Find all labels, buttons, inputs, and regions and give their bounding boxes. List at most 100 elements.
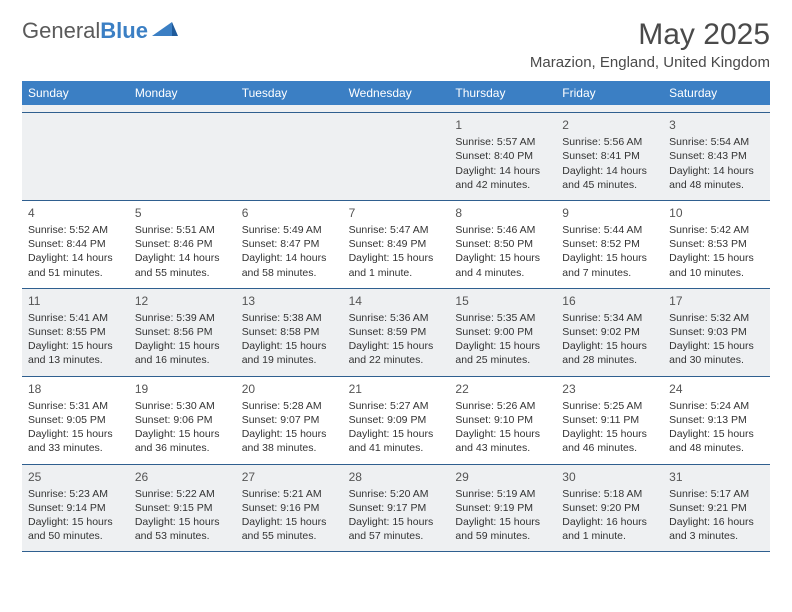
- sunset-text: Sunset: 9:00 PM: [455, 325, 550, 339]
- sunrise-text: Sunrise: 5:42 AM: [669, 223, 764, 237]
- day-number: 18: [28, 381, 123, 397]
- daylight-text: Daylight: 15 hours and 28 minutes.: [562, 339, 657, 367]
- sunset-text: Sunset: 8:46 PM: [135, 237, 230, 251]
- sunset-text: Sunset: 8:41 PM: [562, 149, 657, 163]
- day-number: 14: [349, 293, 444, 309]
- sunrise-text: Sunrise: 5:20 AM: [349, 487, 444, 501]
- sunset-text: Sunset: 9:17 PM: [349, 501, 444, 515]
- location-text: Marazion, England, United Kingdom: [530, 54, 770, 71]
- sunrise-text: Sunrise: 5:54 AM: [669, 135, 764, 149]
- daylight-text: Daylight: 15 hours and 48 minutes.: [669, 427, 764, 455]
- sunrise-text: Sunrise: 5:26 AM: [455, 399, 550, 413]
- sunset-text: Sunset: 8:53 PM: [669, 237, 764, 251]
- day-cell: 26Sunrise: 5:22 AMSunset: 9:15 PMDayligh…: [129, 465, 236, 552]
- day-number: 12: [135, 293, 230, 309]
- sunset-text: Sunset: 9:07 PM: [242, 413, 337, 427]
- day-cell: 14Sunrise: 5:36 AMSunset: 8:59 PMDayligh…: [343, 289, 450, 376]
- day-number: 19: [135, 381, 230, 397]
- sunset-text: Sunset: 8:43 PM: [669, 149, 764, 163]
- sunset-text: Sunset: 8:56 PM: [135, 325, 230, 339]
- sunrise-text: Sunrise: 5:19 AM: [455, 487, 550, 501]
- day-cell: 5Sunrise: 5:51 AMSunset: 8:46 PMDaylight…: [129, 201, 236, 288]
- daylight-text: Daylight: 15 hours and 13 minutes.: [28, 339, 123, 367]
- sunrise-text: Sunrise: 5:47 AM: [349, 223, 444, 237]
- daylight-text: Daylight: 14 hours and 48 minutes.: [669, 164, 764, 192]
- sunset-text: Sunset: 9:09 PM: [349, 413, 444, 427]
- week-row: 1Sunrise: 5:57 AMSunset: 8:40 PMDaylight…: [22, 113, 770, 201]
- day-cell: 23Sunrise: 5:25 AMSunset: 9:11 PMDayligh…: [556, 377, 663, 464]
- daylight-text: Daylight: 15 hours and 38 minutes.: [242, 427, 337, 455]
- sunrise-text: Sunrise: 5:17 AM: [669, 487, 764, 501]
- daylight-text: Daylight: 15 hours and 30 minutes.: [669, 339, 764, 367]
- day-cell: 10Sunrise: 5:42 AMSunset: 8:53 PMDayligh…: [663, 201, 770, 288]
- sunset-text: Sunset: 9:06 PM: [135, 413, 230, 427]
- sunrise-text: Sunrise: 5:57 AM: [455, 135, 550, 149]
- logo-word-a: General: [22, 18, 100, 43]
- day-cell: 9Sunrise: 5:44 AMSunset: 8:52 PMDaylight…: [556, 201, 663, 288]
- day-number: 3: [669, 117, 764, 133]
- day-header: Wednesday: [343, 81, 450, 105]
- sunrise-text: Sunrise: 5:21 AM: [242, 487, 337, 501]
- day-number: 7: [349, 205, 444, 221]
- daylight-text: Daylight: 15 hours and 16 minutes.: [135, 339, 230, 367]
- day-number: 5: [135, 205, 230, 221]
- day-cell: 11Sunrise: 5:41 AMSunset: 8:55 PMDayligh…: [22, 289, 129, 376]
- day-cell: 24 Sunrise: 5:24 AMSunset: 9:13 PMDayligh…: [663, 377, 770, 464]
- sunrise-text: Sunrise: 5:24 AM: [669, 399, 764, 413]
- day-number: 10: [669, 205, 764, 221]
- sunrise-text: Sunrise: 5:39 AM: [135, 311, 230, 325]
- day-cell: 22Sunrise: 5:26 AMSunset: 9:10 PMDayligh…: [449, 377, 556, 464]
- sunset-text: Sunset: 9:15 PM: [135, 501, 230, 515]
- day-number: 31: [669, 469, 764, 485]
- day-number: 15: [455, 293, 550, 309]
- day-number: 6: [242, 205, 337, 221]
- day-header: Monday: [129, 81, 236, 105]
- daylight-text: Daylight: 14 hours and 51 minutes.: [28, 251, 123, 279]
- day-number: 24: [669, 381, 764, 397]
- sunset-text: Sunset: 9:13 PM: [669, 413, 764, 427]
- day-cell: 13Sunrise: 5:38 AMSunset: 8:58 PMDayligh…: [236, 289, 343, 376]
- day-cell: 19Sunrise: 5:30 AMSunset: 9:06 PMDayligh…: [129, 377, 236, 464]
- sunset-text: Sunset: 8:52 PM: [562, 237, 657, 251]
- sunrise-text: Sunrise: 5:44 AM: [562, 223, 657, 237]
- day-cell: 4Sunrise: 5:52 AMSunset: 8:44 PMDaylight…: [22, 201, 129, 288]
- sunrise-text: Sunrise: 5:32 AM: [669, 311, 764, 325]
- sunset-text: Sunset: 9:11 PM: [562, 413, 657, 427]
- day-cell: [343, 113, 450, 200]
- sunset-text: Sunset: 8:49 PM: [349, 237, 444, 251]
- daylight-text: Daylight: 14 hours and 55 minutes.: [135, 251, 230, 279]
- sunrise-text: Sunrise: 5:23 AM: [28, 487, 123, 501]
- day-number: 23: [562, 381, 657, 397]
- sunrise-text: Sunrise: 5:31 AM: [28, 399, 123, 413]
- day-number: 4: [28, 205, 123, 221]
- daylight-text: Daylight: 15 hours and 46 minutes.: [562, 427, 657, 455]
- day-number: 28: [349, 469, 444, 485]
- day-cell: 12 Sunrise: 5:39 AMSunset: 8:56 PMDayligh…: [129, 289, 236, 376]
- daylight-text: Daylight: 15 hours and 43 minutes.: [455, 427, 550, 455]
- sunset-text: Sunset: 8:47 PM: [242, 237, 337, 251]
- day-cell: 17Sunrise: 5:32 AMSunset: 9:03 PMDayligh…: [663, 289, 770, 376]
- day-number: 20: [242, 381, 337, 397]
- sunrise-text: Sunrise: 5:38 AM: [242, 311, 337, 325]
- day-cell: 27Sunrise: 5:21 AMSunset: 9:16 PMDayligh…: [236, 465, 343, 552]
- day-cell: [129, 113, 236, 200]
- day-cell: 28Sunrise: 5:20 AMSunset: 9:17 PMDayligh…: [343, 465, 450, 552]
- sunrise-text: Sunrise: 5:36 AM: [349, 311, 444, 325]
- daylight-text: Daylight: 15 hours and 7 minutes.: [562, 251, 657, 279]
- daylight-text: Daylight: 15 hours and 33 minutes.: [28, 427, 123, 455]
- day-number: 29: [455, 469, 550, 485]
- day-header: Thursday: [449, 81, 556, 105]
- day-cell: 16Sunrise: 5:34 AMSunset: 9:02 PMDayligh…: [556, 289, 663, 376]
- day-cell: 21Sunrise: 5:27 AMSunset: 9:09 PMDayligh…: [343, 377, 450, 464]
- day-cell: 31Sunrise: 5:17 AMSunset: 9:21 PMDayligh…: [663, 465, 770, 552]
- day-number: 1: [455, 117, 550, 133]
- day-cell: [236, 113, 343, 200]
- day-number: 30: [562, 469, 657, 485]
- logo-triangle-icon: [152, 20, 178, 43]
- day-header: Friday: [556, 81, 663, 105]
- sunset-text: Sunset: 9:03 PM: [669, 325, 764, 339]
- daylight-text: Daylight: 16 hours and 3 minutes.: [669, 515, 764, 543]
- sunset-text: Sunset: 9:14 PM: [28, 501, 123, 515]
- daylight-text: Daylight: 14 hours and 45 minutes.: [562, 164, 657, 192]
- daylight-text: Daylight: 15 hours and 4 minutes.: [455, 251, 550, 279]
